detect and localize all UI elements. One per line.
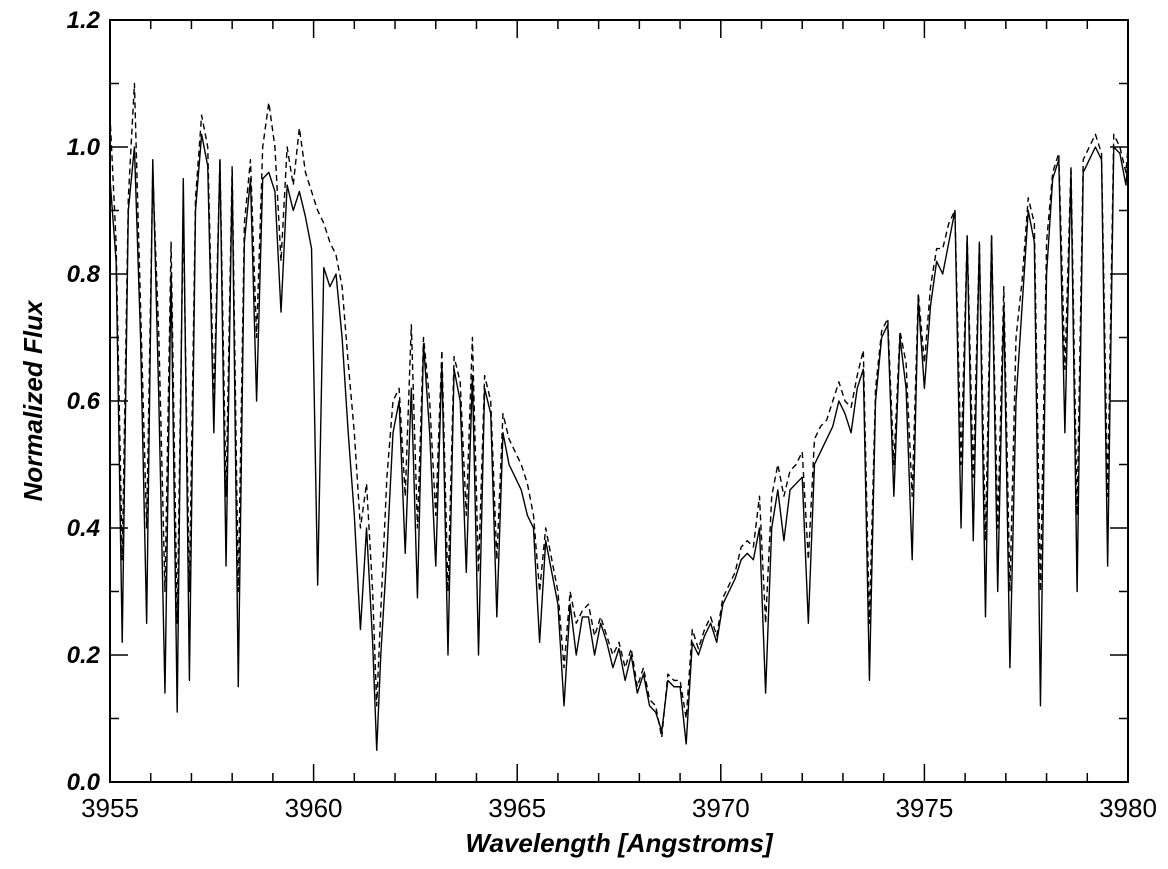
y-axis-title: Normalized Flux [18, 299, 48, 501]
y-tick-label: 1.2 [67, 7, 101, 34]
x-tick-label: 3960 [285, 793, 343, 823]
series-line-solid [109, 133, 1129, 751]
y-tick-label: 0.8 [67, 261, 101, 288]
x-tick-label: 3965 [488, 793, 546, 823]
y-tick-label: 0.0 [67, 769, 101, 796]
y-tick-label: 1.0 [67, 134, 101, 161]
x-tick-label: 3975 [895, 793, 953, 823]
y-tick-label: 0.6 [67, 388, 101, 415]
x-tick-label: 3970 [692, 793, 750, 823]
ticks-layer [109, 19, 1129, 783]
x-tick-labels: 3955 3960 3965 3970 3975 3980 [81, 793, 1157, 823]
y-tick-label: 0.4 [67, 515, 100, 542]
series-layer [109, 82, 1129, 751]
y-tick-labels: 0.0 0.2 0.4 0.6 0.8 1.0 1.2 [67, 7, 101, 796]
plot-area [109, 19, 1129, 783]
x-tick-label: 3955 [81, 793, 139, 823]
x-axis-title: Wavelength [Angstroms] [465, 828, 774, 858]
y-tick-label: 0.2 [67, 642, 101, 669]
plot-frame [109, 19, 1129, 783]
series-line-dashed [109, 82, 1129, 739]
x-tick-label: 3980 [1099, 793, 1157, 823]
